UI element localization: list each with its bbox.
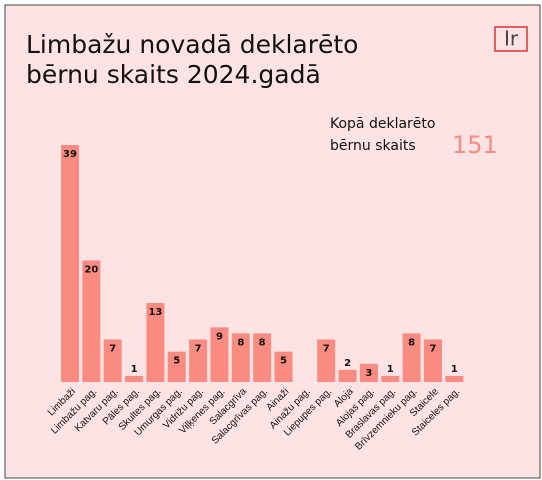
bar — [423, 339, 442, 382]
bar — [61, 145, 79, 382]
value-label: 8 — [237, 337, 244, 348]
value-label: 8 — [408, 337, 415, 348]
value-label: 2 — [344, 358, 351, 369]
bar — [253, 333, 272, 382]
bar — [210, 327, 229, 382]
value-label: 20 — [84, 264, 98, 275]
bar — [82, 260, 101, 382]
bar — [445, 375, 464, 382]
value-label: 7 — [109, 343, 116, 354]
annotation: Kopā deklarēto — [330, 116, 435, 132]
bar — [381, 375, 400, 382]
logo-box — [494, 26, 528, 52]
value-label: 1 — [131, 364, 138, 375]
value-label: 3 — [365, 368, 372, 379]
background — [4, 4, 541, 479]
bar — [359, 363, 378, 382]
annotation: bērnu skaits — [330, 138, 416, 154]
value-label: 8 — [259, 337, 266, 348]
value-label: 7 — [429, 343, 436, 354]
value-label: 7 — [195, 343, 202, 354]
bar — [274, 351, 293, 382]
value-label: 1 — [387, 364, 394, 375]
value-label: 13 — [148, 307, 162, 318]
value-label: 9 — [216, 331, 223, 342]
bar — [338, 369, 357, 382]
bar — [189, 339, 208, 382]
value-label: 39 — [63, 149, 77, 160]
bar — [125, 375, 144, 382]
total: 151 — [452, 131, 498, 159]
logo: Ir — [504, 27, 519, 51]
value-label: 1 — [451, 364, 458, 375]
value-label: 5 — [173, 356, 180, 367]
title-line: Limbažu novadā deklarēto — [26, 30, 358, 59]
title-line: bērnu skaits 2024.gadā — [26, 60, 321, 89]
bar — [103, 339, 122, 382]
bar — [231, 333, 250, 382]
value-label: 5 — [280, 356, 287, 367]
bar — [317, 339, 336, 382]
bar — [167, 351, 186, 382]
bar — [146, 303, 165, 382]
bar — [402, 333, 421, 382]
value-label: 7 — [323, 343, 330, 354]
